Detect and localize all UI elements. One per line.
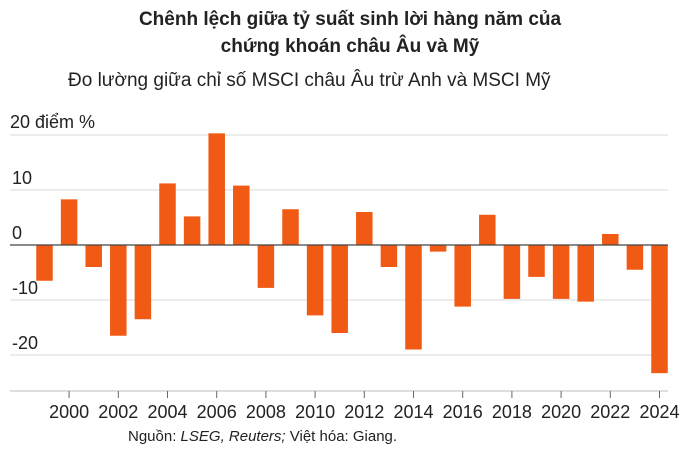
x-tick-label: 2024 [639,402,679,422]
bar [306,245,324,316]
chart-title-line-2: chứng khoán châu Âu và Mỹ [220,36,480,57]
y-axis-top-label: 20 điểm % [10,112,96,132]
x-tick-label: 2006 [197,402,237,422]
bar [429,245,447,252]
bar [528,245,545,277]
x-tick-label: 2016 [443,402,483,422]
x-tick-label: 2012 [344,402,384,422]
bar [651,245,668,374]
bar [577,245,594,302]
bar [257,245,275,288]
y-tick-label: -20 [12,333,38,353]
bar [233,185,250,245]
bar [282,209,299,245]
bar [454,245,471,307]
bars [36,133,668,374]
source-names: LSEG, Reuters; [180,428,286,445]
chart-subtitle: Đo lường giữa chỉ số MSCI châu Âu trừ An… [68,70,551,91]
bar [208,133,225,245]
bar [552,245,570,299]
bar [183,216,201,245]
chart-title: Chênh lệch giữa tỷ suất sinh lời hàng nă… [0,6,700,60]
y-tick-labels: 10 0 -10 -20 [12,168,38,353]
x-tick-label: 2002 [98,402,138,422]
source-note: Nguồn: LSEG, Reuters; Việt hóa: Giang. [128,428,397,445]
bar [159,183,176,245]
x-axis [10,244,668,398]
bar [380,245,398,267]
bar [110,245,127,336]
bar [60,199,78,245]
bar [405,245,422,350]
bar [602,234,619,245]
x-tick-label: 2020 [541,402,581,422]
x-tick-label: 2000 [49,402,89,422]
bar [503,245,521,299]
x-tick-labels: 2000 2002 2004 2006 2008 2010 2012 2014 2016 2018… [49,402,679,422]
x-tick-label: 2022 [590,402,630,422]
x-tick-label: 2018 [492,402,532,422]
bar [134,245,152,320]
bar [85,245,102,267]
bar [626,245,644,270]
y-tick-label: 10 [12,168,32,188]
x-tick-label: 2008 [246,402,286,422]
x-tick-label: 2010 [295,402,335,422]
x-tick-label: 2014 [393,402,433,422]
y-tick-label: -10 [12,278,38,298]
bar [36,245,53,281]
bar [479,214,496,245]
bar [356,212,373,245]
source-prefix: Nguồn: [128,428,181,445]
bar [331,245,348,333]
x-tick-label: 2004 [147,402,187,422]
source-suffix: Việt hóa: Giang. [285,428,398,445]
y-tick-label: 0 [12,223,22,243]
chart-title-line-1: Chênh lệch giữa tỷ suất sinh lời hàng nă… [138,9,562,30]
